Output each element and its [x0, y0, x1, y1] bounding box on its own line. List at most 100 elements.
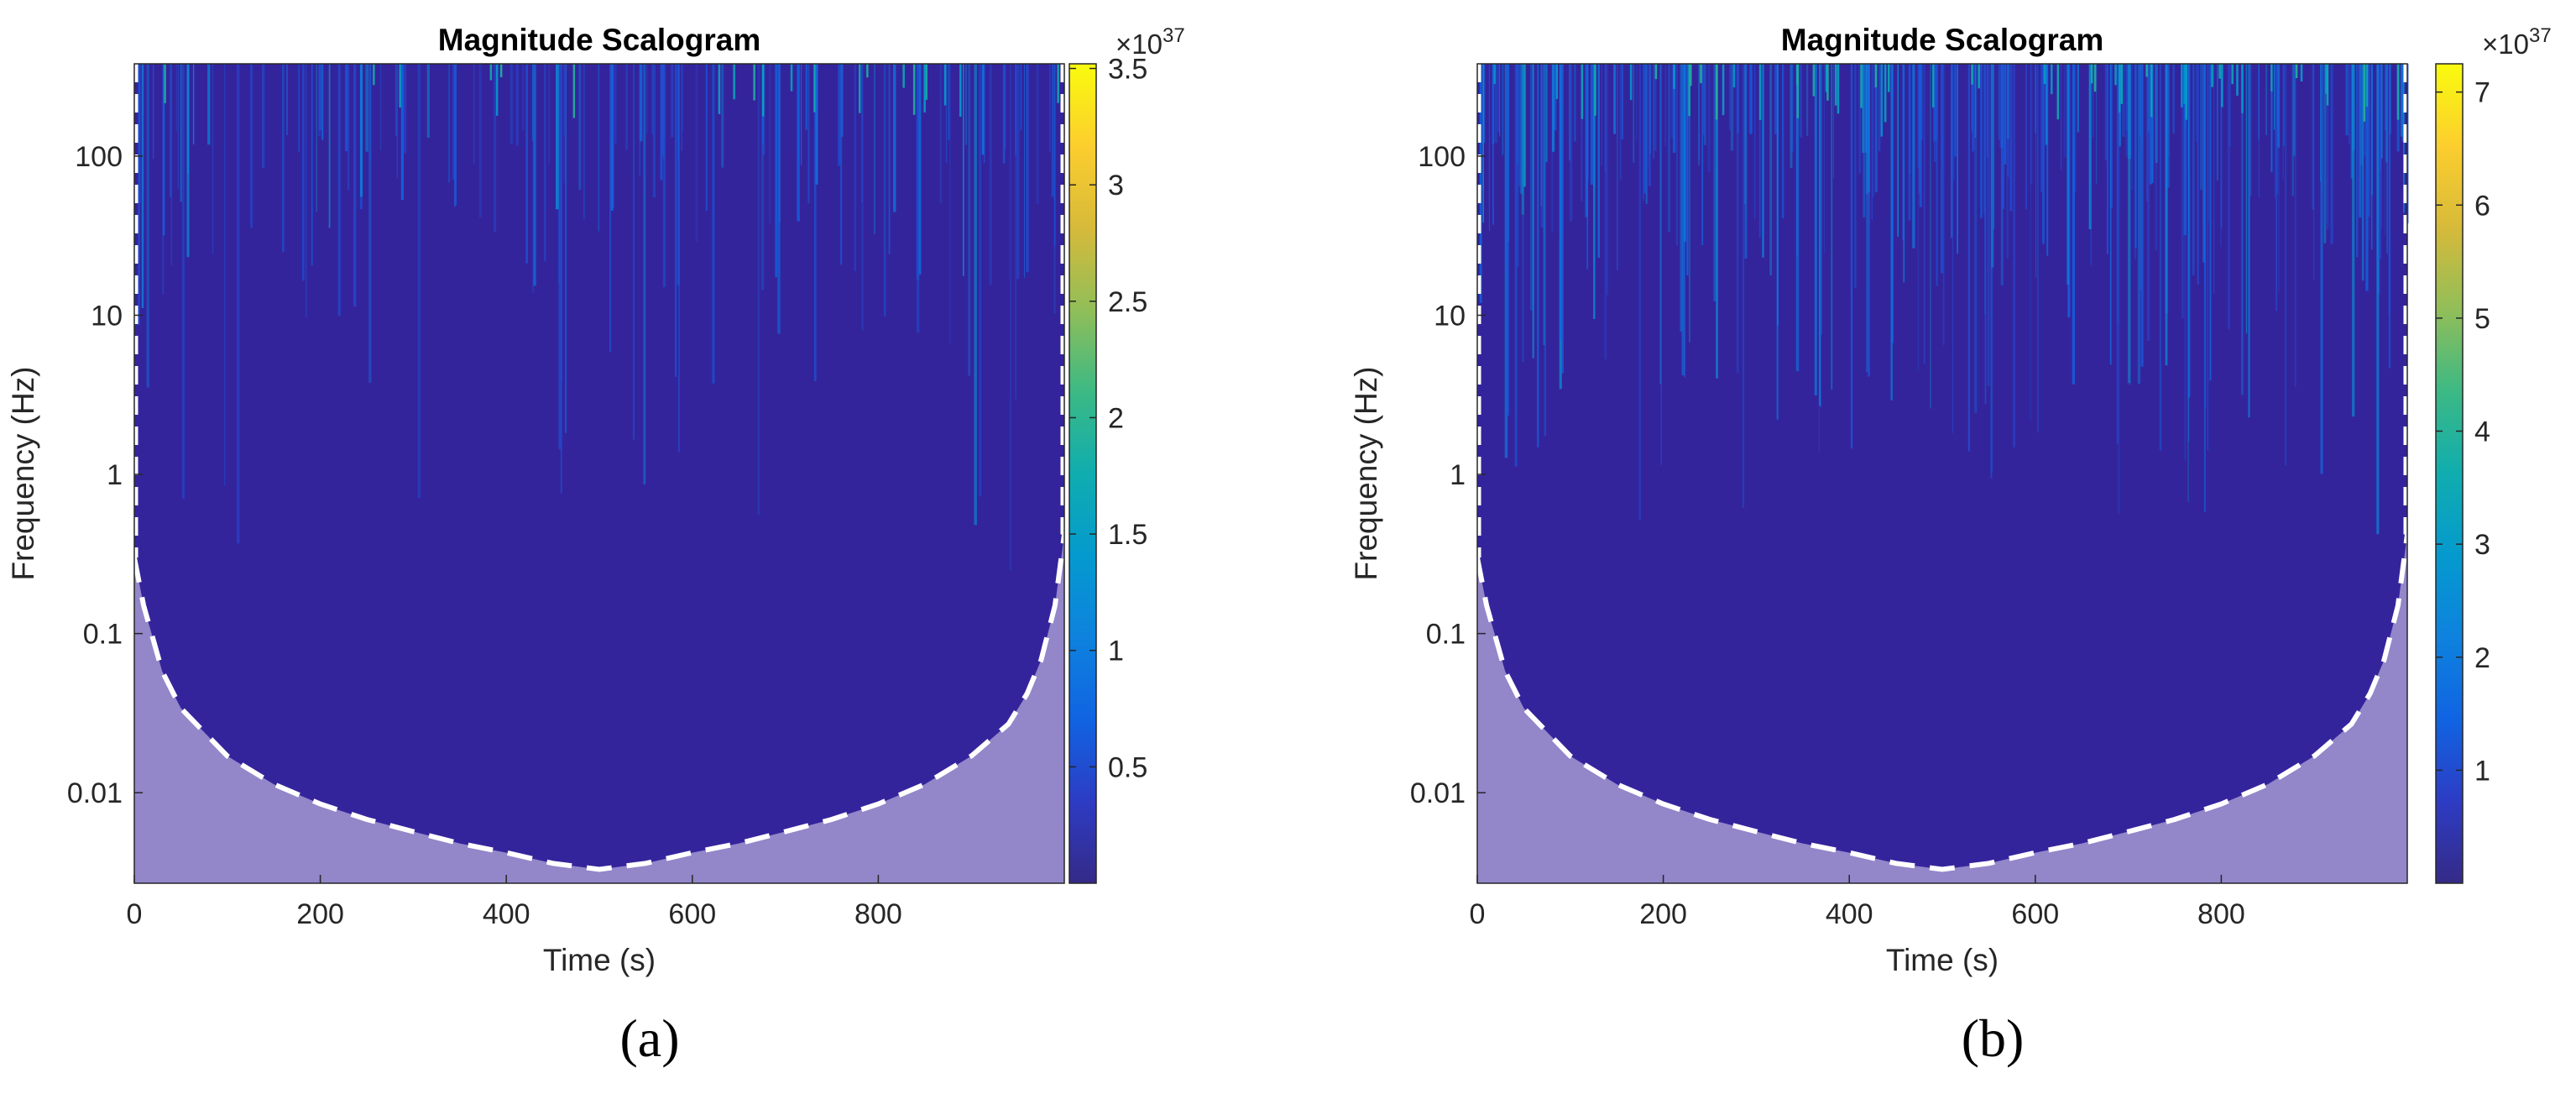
- texture-streak: [2146, 64, 2148, 201]
- texture-streak: [2277, 64, 2280, 148]
- texture-streak: [182, 64, 185, 499]
- texture-streak: [1492, 64, 1494, 225]
- bright-spike: [1932, 64, 1935, 107]
- bright-spike: [2325, 64, 2328, 94]
- texture-streak: [651, 64, 653, 134]
- texture-streak: [2001, 64, 2005, 209]
- texture-streak: [677, 64, 680, 285]
- texture-streak: [2139, 64, 2142, 136]
- texture-streak: [2088, 64, 2092, 229]
- bright-spike: [762, 64, 765, 117]
- texture-streak: [2376, 64, 2380, 535]
- texture-streak: [854, 64, 857, 271]
- texture-streak: [369, 64, 372, 162]
- texture-streak: [1530, 64, 1534, 311]
- texture-streak: [2213, 64, 2215, 294]
- x-tick-label: 400: [1826, 898, 1873, 930]
- texture-streak: [2202, 64, 2206, 263]
- texture-streak: [2204, 64, 2206, 512]
- bright-spike: [2270, 64, 2273, 92]
- texture-streak: [2192, 64, 2195, 275]
- texture-streak: [1744, 64, 1748, 259]
- bright-spike: [2183, 64, 2186, 104]
- bright-spike: [1874, 64, 1878, 87]
- texture-streak: [1664, 64, 1666, 147]
- colorbar-tick-label: 1.5: [1108, 519, 1147, 551]
- texture-streak: [757, 64, 760, 515]
- bright-spike: [399, 64, 401, 108]
- texture-streak: [1991, 64, 1993, 472]
- texture-streak: [1581, 64, 1583, 201]
- y-tick-label: 0.01: [1410, 777, 1466, 809]
- texture-streak: [1872, 64, 1875, 197]
- texture-streak: [1917, 64, 1920, 372]
- texture-streak: [2045, 64, 2048, 145]
- texture-streak: [365, 64, 368, 152]
- bright-spike: [902, 64, 905, 88]
- texture-streak: [1054, 64, 1056, 245]
- texture-streak: [1036, 64, 1039, 204]
- texture-streak: [1984, 64, 1986, 315]
- texture-streak: [1878, 64, 1880, 151]
- x-tick-label: 800: [2197, 898, 2245, 930]
- texture-streak: [394, 64, 398, 137]
- bright-spike: [1812, 64, 1816, 97]
- texture-streak: [646, 64, 648, 134]
- bright-spike: [2211, 64, 2213, 87]
- texture-streak: [2046, 64, 2049, 256]
- texture-streak: [2042, 64, 2045, 244]
- texture-streak: [2140, 64, 2144, 367]
- y-tick-label: 0.01: [67, 777, 123, 809]
- texture-streak: [455, 64, 457, 206]
- texture-streak: [1902, 64, 1905, 162]
- texture-streak: [2293, 64, 2296, 156]
- texture-streak: [705, 64, 708, 212]
- y-tick-label: 10: [91, 300, 123, 332]
- bright-spike: [373, 64, 375, 86]
- bright-spike: [2051, 64, 2053, 95]
- texture-streak: [417, 64, 421, 499]
- bright-spike: [1825, 64, 1828, 92]
- texture-streak: [337, 64, 341, 317]
- axes-box: [1476, 63, 2408, 884]
- bright-spike: [959, 64, 962, 117]
- texture-streak: [777, 64, 781, 334]
- texture-streak: [1974, 64, 1977, 138]
- texture-streak: [2040, 64, 2043, 192]
- texture-streak: [2072, 64, 2075, 385]
- texture-streak: [2265, 64, 2267, 135]
- texture-streak: [1559, 64, 1562, 339]
- texture-streak: [981, 64, 985, 155]
- texture-streak: [1730, 64, 1734, 151]
- texture-streak: [1590, 64, 1594, 186]
- bright-spike: [1715, 64, 1718, 120]
- scalogram-chart-b: Magnitude Scalogram 0 200 400 600 800 Time (s)…: [1349, 23, 2552, 977]
- bright-spike: [925, 64, 927, 100]
- texture-streak: [2125, 64, 2129, 131]
- texture-streak: [2189, 64, 2191, 173]
- texture-streak: [380, 64, 382, 151]
- texture-streak: [989, 64, 992, 285]
- texture-streak: [2229, 64, 2231, 148]
- texture-streak: [2365, 64, 2369, 291]
- texture-streak: [1713, 64, 1716, 301]
- texture-streak: [2122, 64, 2125, 138]
- texture-streak: [400, 64, 404, 201]
- texture-streak: [298, 64, 300, 153]
- colorbar-tick-label: 2: [2474, 642, 2490, 674]
- texture-streak: [2104, 64, 2108, 161]
- bright-spike: [733, 64, 735, 100]
- bright-spike: [1057, 64, 1059, 103]
- bright-spike: [2300, 64, 2303, 81]
- texture-streak: [170, 64, 173, 266]
- texture-streak: [1762, 64, 1764, 258]
- bright-spike: [2181, 64, 2183, 107]
- texture-streak: [682, 64, 684, 132]
- texture-streak: [1689, 64, 1690, 343]
- bright-spike: [1690, 64, 1692, 86]
- y-tick-label: 100: [75, 141, 123, 173]
- texture-streak: [633, 64, 635, 440]
- texture-streak: [1481, 64, 1483, 145]
- colorbar-tick-label: 0.5: [1108, 751, 1147, 783]
- texture-streak: [2227, 64, 2230, 330]
